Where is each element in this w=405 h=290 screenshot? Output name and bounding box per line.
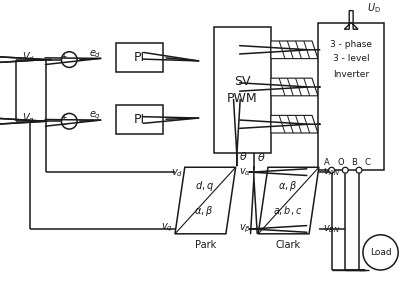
Circle shape: [61, 113, 77, 129]
Text: $d,q$: $d,q$: [194, 179, 213, 193]
Polygon shape: [175, 167, 235, 234]
Text: PI: PI: [134, 51, 145, 64]
Bar: [213, 27, 270, 153]
Polygon shape: [270, 41, 317, 59]
Text: $\theta$: $\theta$: [256, 151, 265, 164]
Text: SV: SV: [234, 75, 250, 88]
Text: Inverter: Inverter: [332, 70, 368, 79]
Text: Clark: Clark: [275, 240, 301, 250]
Text: +: +: [60, 52, 66, 61]
Text: 3 - phase: 3 - phase: [329, 40, 371, 49]
Text: $v_d$: $v_d$: [171, 167, 182, 179]
Text: $v_\alpha$: $v_\alpha$: [238, 166, 250, 178]
Text: $a,b,c$: $a,b,c$: [272, 204, 301, 217]
Text: $\alpha,\beta$: $\alpha,\beta$: [194, 204, 213, 218]
Bar: [116, 105, 163, 134]
Circle shape: [341, 167, 347, 173]
Text: O: O: [336, 158, 343, 167]
Text: $\theta$: $\theta$: [238, 150, 247, 162]
Bar: [116, 43, 163, 72]
Text: $U_{\rm D}$: $U_{\rm D}$: [366, 1, 380, 14]
Text: PI: PI: [134, 113, 145, 126]
Text: −: −: [60, 59, 66, 68]
Circle shape: [328, 167, 334, 173]
Text: 3 - level: 3 - level: [332, 54, 369, 63]
Polygon shape: [270, 115, 317, 133]
Bar: [317, 23, 384, 170]
Text: B: B: [350, 158, 356, 167]
Polygon shape: [343, 11, 357, 29]
Circle shape: [61, 52, 77, 67]
Text: $v_q$: $v_q$: [161, 222, 173, 234]
Text: −: −: [60, 120, 66, 129]
Text: Load: Load: [369, 248, 390, 257]
Text: $V_q$: $V_q$: [22, 111, 35, 126]
Text: $e_q$: $e_q$: [89, 109, 100, 122]
Polygon shape: [270, 78, 317, 96]
Text: C: C: [364, 158, 370, 167]
Text: $e_d$: $e_d$: [88, 48, 100, 60]
Text: $v_{BN}$: $v_{BN}$: [322, 223, 339, 235]
Circle shape: [355, 167, 361, 173]
Text: A: A: [323, 158, 329, 167]
Text: PWM: PWM: [227, 92, 257, 105]
Text: +: +: [60, 113, 66, 122]
Text: $\alpha,\beta$: $\alpha,\beta$: [277, 179, 296, 193]
Text: Park: Park: [194, 240, 215, 250]
Text: $V_d$: $V_d$: [22, 50, 35, 64]
Circle shape: [362, 235, 397, 270]
Text: $v_\beta$: $v_\beta$: [238, 223, 250, 235]
Text: $v_{AN}$: $v_{AN}$: [322, 166, 339, 178]
Polygon shape: [258, 167, 318, 234]
